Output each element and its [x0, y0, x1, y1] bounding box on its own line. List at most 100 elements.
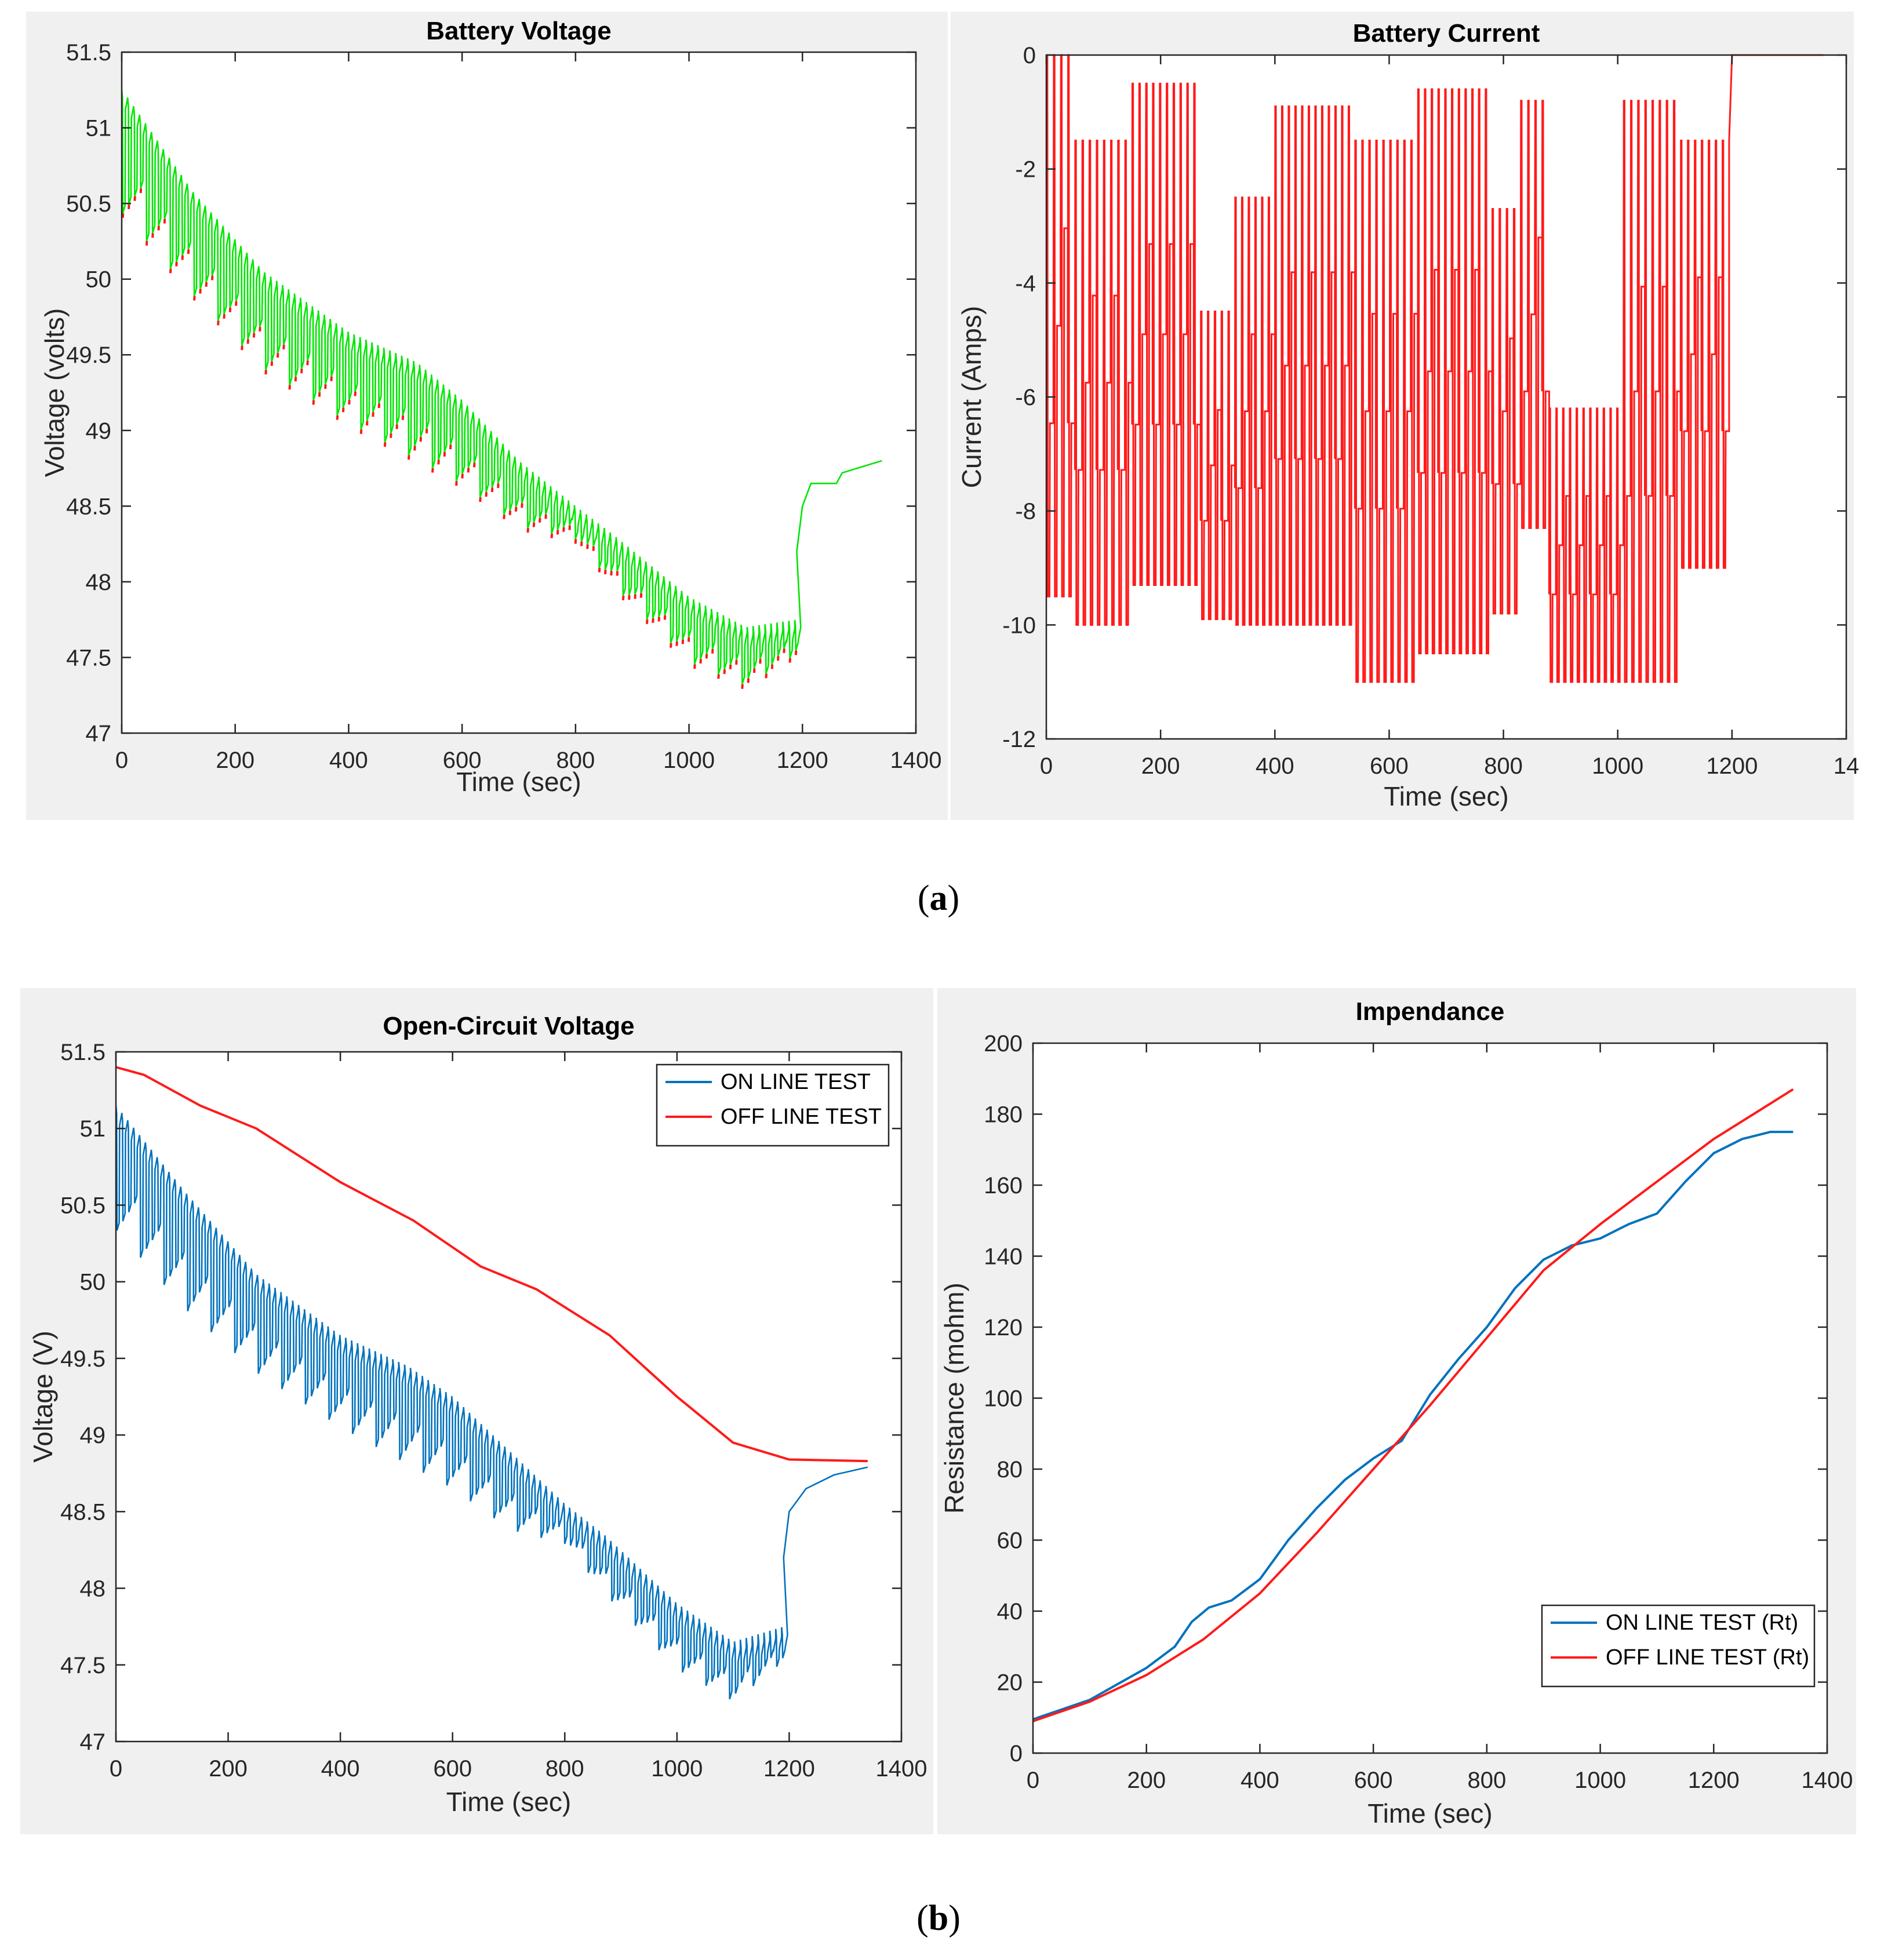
- open-circuit-voltage-xtick-label-1: 200: [209, 1756, 248, 1782]
- impendance-ytick-label-1: 20: [997, 1670, 1023, 1696]
- impendance-series-group: [1033, 1088, 1794, 1722]
- open-circuit-voltage-xtick-label-2: 400: [321, 1756, 360, 1782]
- battery-current-ylabel: Current (Amps): [956, 306, 987, 488]
- battery-voltage-series-group: [122, 90, 882, 689]
- open-circuit-voltage-legend-label-1: OFF LINE TEST: [721, 1105, 882, 1129]
- battery-voltage-xtick-label-0: 0: [115, 748, 128, 773]
- impendance-title: Impendance: [1356, 997, 1505, 1026]
- battery-voltage-ytick-label-0: 47: [86, 721, 112, 746]
- impendance-ytick-label-5: 100: [984, 1386, 1023, 1412]
- battery-current-series-0-line: [1046, 54, 1824, 683]
- open-circuit-voltage-ytick-label-9: 51.5: [60, 1040, 106, 1065]
- battery-current-ytick-label-1: -10: [1002, 613, 1036, 638]
- battery-current-ytick-label-6: 0: [1023, 43, 1036, 68]
- impendance-ytick-label-2: 40: [997, 1599, 1023, 1624]
- impendance-xlabel: Time (sec): [1367, 1798, 1493, 1828]
- battery-voltage-ytick-label-3: 48.5: [66, 494, 111, 519]
- open-circuit-voltage-panel: 0 200 400 600 800 1000 1200 1400 47 47.5 48 48.5 49 4…: [20, 988, 933, 1834]
- battery-voltage-title: Battery Voltage: [426, 17, 612, 45]
- battery-voltage-xtick-label-7: 1400: [890, 748, 942, 773]
- impendance-ytick-label-8: 160: [984, 1173, 1023, 1198]
- impendance-panel: 0 200 400 600 800 1000 1200 1400 0 20 40 60 80 100 120…: [937, 988, 1856, 1834]
- battery-current-series-group: [1046, 54, 1824, 683]
- battery-voltage-xtick-label-2: 400: [329, 748, 368, 773]
- battery-voltage-xlabel: Time (sec): [456, 767, 581, 797]
- battery-voltage-plot-area: [122, 52, 916, 733]
- open-circuit-voltage-xtick-label-7: 1400: [876, 1756, 927, 1782]
- caption-b: (b): [916, 1899, 961, 1938]
- open-circuit-voltage-title: Open-Circuit Voltage: [383, 1012, 634, 1040]
- battery-voltage-ylabel: Voltage (volts): [39, 308, 70, 477]
- open-circuit-voltage-series-1-line: [116, 1066, 868, 1463]
- open-circuit-voltage-ytick-label-3: 48.5: [60, 1499, 106, 1525]
- battery-voltage-ytick-label-9: 51.5: [66, 40, 111, 65]
- battery-voltage-ytick-label-4: 49: [86, 418, 112, 444]
- battery-current-title: Battery Current: [1353, 19, 1540, 48]
- battery-current-xtick-label-4: 800: [1484, 753, 1523, 779]
- impendance-chart: 0 200 400 600 800 1000 1200 1400 0 20 40 60 80 100 120…: [939, 997, 1853, 1828]
- battery-voltage-axes-box: [121, 51, 917, 734]
- open-circuit-voltage-chart: 0 200 400 600 800 1000 1200 1400 47 47.5 48 48.5 49 4…: [28, 1012, 927, 1817]
- battery-current-xtick-label-0: 0: [1040, 753, 1053, 779]
- impendance-ylabel: Resistance (mohm): [939, 1283, 969, 1514]
- open-circuit-voltage-xtick-label-6: 1200: [763, 1756, 815, 1782]
- battery-voltage-series-0-line: [122, 90, 882, 685]
- battery-current-xtick-label-7: 14: [1834, 753, 1860, 779]
- impendance-ytick-label-0: 0: [1010, 1741, 1023, 1766]
- battery-current-xtick-label-5: 1000: [1592, 753, 1643, 779]
- battery-voltage-series-0-overlay: [122, 188, 798, 689]
- impendance-xtick-label-6: 1200: [1688, 1768, 1740, 1793]
- battery-voltage-xtick-label-4: 800: [556, 748, 595, 773]
- open-circuit-voltage-legend: [656, 1063, 890, 1147]
- battery-current-ytick-label-3: -6: [1015, 385, 1036, 410]
- open-circuit-voltage-xtick-label-4: 800: [545, 1756, 584, 1782]
- battery-current-ytick-label-2: -8: [1015, 499, 1036, 524]
- open-circuit-voltage-legend-label-0: ON LINE TEST: [721, 1070, 871, 1094]
- caption-a-label: a: [929, 879, 948, 918]
- battery-current-ytick-label-0: -12: [1002, 727, 1036, 752]
- impendance-xtick-label-7: 1400: [1802, 1768, 1853, 1793]
- battery-voltage-xtick-label-5: 1000: [663, 748, 715, 773]
- impendance-ytick-label-4: 80: [997, 1457, 1023, 1482]
- open-circuit-voltage-ytick-label-4: 49: [80, 1423, 106, 1448]
- open-circuit-voltage-ytick-label-7: 50.5: [60, 1193, 106, 1218]
- battery-current-xtick-label-6: 1200: [1706, 753, 1758, 779]
- caption-b-label: b: [928, 1899, 949, 1938]
- open-circuit-voltage-ytick-label-0: 47: [80, 1729, 106, 1755]
- impendance-xtick-label-3: 600: [1354, 1768, 1393, 1793]
- impendance-legend-label-1: OFF LINE TEST (Rt): [1606, 1645, 1809, 1670]
- open-circuit-voltage-series-group: [116, 1066, 868, 1700]
- open-circuit-voltage-xlabel: Time (sec): [446, 1787, 572, 1817]
- battery-voltage-panel: 0 200 400 600 800 1000 1200 1400 47 47.5 48 48.5 49 4…: [26, 12, 948, 820]
- impendance-ytick-label-10: 200: [984, 1031, 1023, 1056]
- open-circuit-voltage-ylabel: Voltage (V): [28, 1331, 58, 1463]
- impendance-ytick-label-6: 120: [984, 1315, 1023, 1340]
- caption-a: (a): [917, 879, 960, 918]
- open-circuit-voltage-ytick-label-2: 48: [80, 1576, 106, 1602]
- battery-current-ytick-label-5: -2: [1015, 157, 1036, 183]
- impendance-ytick-label-3: 60: [997, 1528, 1023, 1554]
- battery-current-xtick-label-2: 400: [1256, 753, 1294, 779]
- battery-current-chart: 0 200 400 600 800 1000 1200 14 -12 -10 -8 -6 -4 -2 0 Ba…: [956, 19, 1859, 811]
- open-circuit-voltage-xtick-label-0: 0: [110, 1756, 122, 1782]
- open-circuit-voltage-ytick-label-8: 51: [80, 1116, 106, 1142]
- battery-voltage-xtick-label-1: 200: [216, 748, 254, 773]
- battery-voltage-ytick-label-7: 50.5: [66, 191, 111, 217]
- impendance-xtick-label-2: 400: [1241, 1768, 1279, 1793]
- impendance-xtick-label-0: 0: [1027, 1768, 1039, 1793]
- battery-current-xtick-label-3: 600: [1370, 753, 1409, 779]
- battery-voltage-ytick-label-8: 51: [86, 116, 112, 141]
- battery-voltage-xtick-label-6: 1200: [777, 748, 828, 773]
- open-circuit-voltage-ytick-label-1: 47.5: [60, 1653, 106, 1678]
- battery-voltage-ytick-label-6: 50: [86, 267, 112, 293]
- impendance-series-1-line: [1033, 1088, 1794, 1722]
- battery-current-ytick-label-4: -4: [1015, 271, 1036, 296]
- impendance-xtick-label-1: 200: [1127, 1768, 1166, 1793]
- impendance-legend: [1541, 1604, 1816, 1688]
- battery-current-xtick-label-1: 200: [1141, 753, 1180, 779]
- battery-voltage-ytick-label-1: 47.5: [66, 645, 111, 671]
- open-circuit-voltage-axes-box: [115, 1051, 903, 1743]
- impendance-legend-label-0: ON LINE TEST (Rt): [1606, 1611, 1798, 1635]
- impendance-ytick-label-9: 180: [984, 1102, 1023, 1128]
- open-circuit-voltage-xtick-label-3: 600: [433, 1756, 472, 1782]
